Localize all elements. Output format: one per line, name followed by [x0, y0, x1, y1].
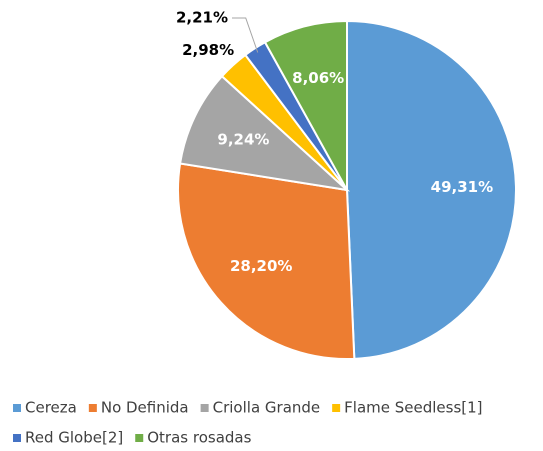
legend-swatch: [13, 404, 21, 412]
data-label: 49,31%: [431, 178, 493, 196]
data-label: 28,20%: [230, 257, 292, 275]
leader-line: [232, 17, 259, 53]
legend-label: Cereza: [25, 399, 77, 417]
legend-label: No Definida: [101, 399, 189, 417]
legend-label: Flame Seedless[1]: [344, 399, 482, 417]
legend-label: Criolla Grande: [213, 399, 321, 417]
legend-swatch: [332, 404, 341, 412]
data-label: 9,24%: [217, 131, 269, 149]
legend-swatch: [135, 434, 144, 442]
legend-swatch: [88, 404, 97, 412]
pie-slice: [346, 19, 517, 360]
legend-label: Red Globe[2]: [25, 429, 123, 447]
legend-swatch: [13, 434, 21, 442]
data-label: 8,06%: [292, 69, 344, 87]
pie-slice: [177, 162, 356, 360]
data-label: 2,21%: [176, 9, 228, 27]
legend-label: Otras rosadas: [147, 429, 251, 447]
legend-swatch: [200, 404, 209, 412]
pie-slice: [178, 74, 351, 192]
data-label: 2,98%: [182, 41, 234, 59]
pie-slice: [263, 19, 348, 194]
